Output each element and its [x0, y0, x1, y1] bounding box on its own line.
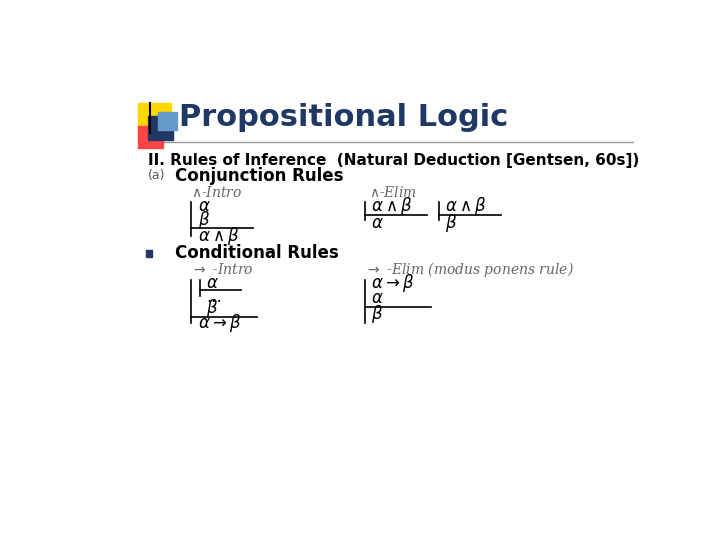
Text: $\alpha \wedge \beta$: $\alpha \wedge \beta$ — [199, 225, 240, 247]
Text: Conjunction Rules: Conjunction Rules — [175, 167, 343, 185]
Bar — [148, 116, 173, 140]
Text: $\alpha$: $\alpha$ — [372, 289, 384, 307]
Bar — [138, 126, 163, 148]
Text: $\alpha$: $\alpha$ — [206, 274, 219, 292]
Text: $\wedge$-Intro: $\wedge$-Intro — [191, 185, 242, 200]
Text: $\alpha \rightarrow \beta$: $\alpha \rightarrow \beta$ — [199, 312, 242, 334]
Text: $\alpha$: $\alpha$ — [199, 197, 211, 215]
Text: ...: ... — [206, 288, 222, 306]
Text: $\alpha \rightarrow \beta$: $\alpha \rightarrow \beta$ — [372, 273, 415, 294]
Text: $\alpha$: $\alpha$ — [372, 214, 384, 232]
Text: $\beta$: $\beta$ — [199, 208, 211, 231]
Text: $\alpha \wedge \beta$: $\alpha \wedge \beta$ — [372, 195, 413, 218]
Bar — [145, 251, 152, 256]
Text: $\beta$: $\beta$ — [372, 303, 384, 325]
Text: II. Rules of Inference  (Natural Deduction [Gentsen, 60s]): II. Rules of Inference (Natural Deductio… — [148, 153, 639, 168]
Text: Propositional Logic: Propositional Logic — [179, 104, 508, 132]
Text: $\rightarrow$ -Intro: $\rightarrow$ -Intro — [191, 262, 253, 277]
Text: Conditional Rules: Conditional Rules — [175, 245, 339, 262]
Text: $\rightarrow$ -Elim (modus ponens rule): $\rightarrow$ -Elim (modus ponens rule) — [365, 260, 574, 279]
Bar — [138, 103, 171, 132]
Text: $\wedge$-Elim: $\wedge$-Elim — [369, 185, 417, 200]
Text: $\beta$: $\beta$ — [206, 297, 218, 319]
Text: (a): (a) — [148, 169, 166, 182]
Bar — [158, 112, 177, 130]
Text: $\alpha \wedge \beta$: $\alpha \wedge \beta$ — [445, 195, 487, 218]
Text: $\beta$: $\beta$ — [445, 212, 457, 234]
